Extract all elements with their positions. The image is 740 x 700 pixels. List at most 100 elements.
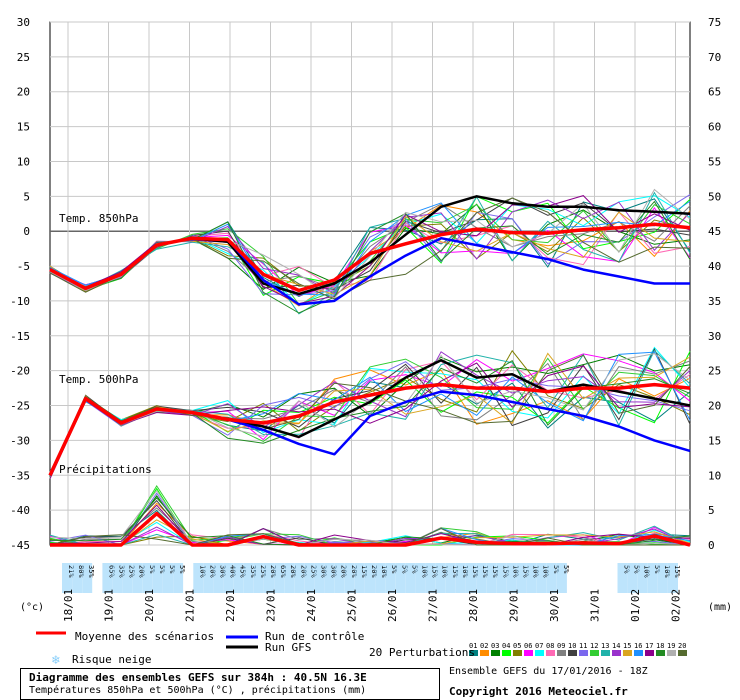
x-date-label: 26/01 <box>386 589 399 622</box>
snow-pct-label: 10% <box>643 565 651 578</box>
snow-cell <box>264 563 274 593</box>
perturbation-swatch <box>524 650 533 656</box>
snow-pct-label: 5% <box>623 565 631 574</box>
perturbation-swatch <box>634 650 643 656</box>
snow-cell <box>223 563 234 593</box>
right-tick-label: 65 <box>708 86 721 99</box>
snow-pct-label: 10% <box>421 565 429 578</box>
x-date-label: 02/02 <box>670 589 683 622</box>
perturbation-id-label: 12 <box>590 642 598 650</box>
x-date-label: 01/02 <box>629 589 642 622</box>
snow-pct-label: 10% <box>461 565 469 578</box>
x-date-label: 18/01 <box>62 589 75 622</box>
snow-cell <box>102 563 113 593</box>
snow-cell <box>344 563 355 593</box>
perturbation-id-label: 13 <box>601 642 609 650</box>
left-tick-label: -10 <box>10 295 30 308</box>
x-date-label: 24/01 <box>305 589 318 622</box>
snow-pct-label: 5% <box>168 565 176 574</box>
legend-graphics: ❄01 02 03 04 05 06 07 08 09 10 11 12 13 14 15 16 17 18 19 2… <box>36 631 687 668</box>
snow-pct-label: 5% <box>158 565 166 574</box>
snow-cell <box>324 563 335 593</box>
left-tick-label: -30 <box>10 434 30 447</box>
x-date-label: 23/01 <box>265 589 278 622</box>
snow-cell <box>233 563 244 593</box>
x-date-label: 25/01 <box>346 589 359 622</box>
left-tick-label: -40 <box>10 504 30 517</box>
perturbation-id-label: 17 <box>645 642 653 650</box>
snow-cell <box>173 563 184 593</box>
right-tick-label: 75 <box>708 16 721 29</box>
left-tick-label: 0 <box>23 225 30 238</box>
snow-pct-label: 35% <box>87 565 95 578</box>
mean-line-t500 <box>48 382 691 477</box>
perturbation-swatch <box>623 650 632 656</box>
left-tick-label: 30 <box>17 16 30 29</box>
right-tick-label: 25 <box>708 365 721 378</box>
snow-pct-label: 10% <box>511 565 519 578</box>
snow-risk-band: 21% 80% 35% 65% 35% 25% 20% 5% 5% 5% 5% 10% 20% 30% 40… <box>62 563 681 593</box>
snow-cell <box>425 563 436 593</box>
axis-labels: 302520151050-5-10-15-20-25-30-35-40-4575… <box>10 16 732 622</box>
snow-pct-label: 5% <box>410 565 418 574</box>
perturbation-id-label: 14 <box>612 642 620 650</box>
snow-cell <box>82 563 93 593</box>
perturbation-swatch <box>656 650 665 656</box>
perturbation-swatch <box>491 650 500 656</box>
right-tick-label: 50 <box>708 190 721 203</box>
perturbation-swatch <box>535 650 544 656</box>
right-tick-label: 70 <box>708 51 721 64</box>
perturbation-line-t850 <box>49 191 691 315</box>
snow-cell <box>445 563 456 593</box>
snow-cell <box>253 563 264 593</box>
snow-pct-label: 21% <box>67 565 75 578</box>
perturbation-swatch <box>645 650 654 656</box>
perturbation-id-label: 06 <box>524 642 532 650</box>
x-date-label: 22/01 <box>224 589 237 622</box>
x-date-label: 31/01 <box>589 589 602 622</box>
perturbation-id-label: 08 <box>546 642 554 650</box>
perturbation-swatch <box>480 650 489 656</box>
snow-pct-label: 15% <box>491 565 499 578</box>
snow-cell <box>526 563 537 593</box>
snow-pct-label: 10% <box>663 565 671 578</box>
snow-cell <box>668 563 678 593</box>
snow-pct-label: 5% <box>400 565 408 574</box>
snow-pct-label: 15% <box>451 565 459 578</box>
snow-cell <box>617 563 628 593</box>
snow-pct-label: 25% <box>309 565 317 578</box>
perturbation-id-label: 04 <box>502 642 510 650</box>
snow-pct-label: 20% <box>370 565 378 578</box>
title-box: Diagramme des ensembles GEFS sur 384h : … <box>20 668 440 700</box>
legend-gfs-label: Run GFS <box>265 641 312 654</box>
snow-pct-label: 10% <box>542 565 550 578</box>
legend-control-label: Run de contrôle <box>265 630 365 643</box>
snow-pct-label: 20% <box>269 565 277 578</box>
right-tick-label: 45 <box>708 225 721 238</box>
x-date-label: 20/01 <box>143 589 156 622</box>
snow-pct-label: 20% <box>208 565 216 578</box>
left-tick-label: -5 <box>17 260 30 273</box>
snow-pct-label: 15% <box>522 565 530 578</box>
panel-label-precip: Précipitations <box>59 463 152 476</box>
legend-snow-label: Risque neige <box>72 653 152 666</box>
perturbation-id-label: 09 <box>557 642 565 650</box>
snow-pct-label: 30% <box>320 565 328 578</box>
right-tick-label: 10 <box>708 469 721 482</box>
perturbation-swatch <box>590 650 599 656</box>
snow-cell <box>314 563 325 593</box>
perturbation-line-t500 <box>49 354 691 476</box>
snow-pct-label: 10% <box>441 565 449 578</box>
perturbation-swatch <box>601 650 610 656</box>
snow-cell <box>112 563 123 593</box>
snow-cell <box>466 563 476 593</box>
right-tick-label: 60 <box>708 121 721 134</box>
panel-label-t850: Temp. 850hPa <box>59 212 138 225</box>
snow-cell <box>213 563 224 593</box>
right-tick-label: 15 <box>708 434 721 447</box>
snow-cell <box>415 563 426 593</box>
snow-cell <box>506 563 517 593</box>
snow-pct-label: 45% <box>239 565 247 578</box>
right-unit-label: (mm) <box>708 602 732 613</box>
snow-pct-label: 5% <box>633 565 641 574</box>
